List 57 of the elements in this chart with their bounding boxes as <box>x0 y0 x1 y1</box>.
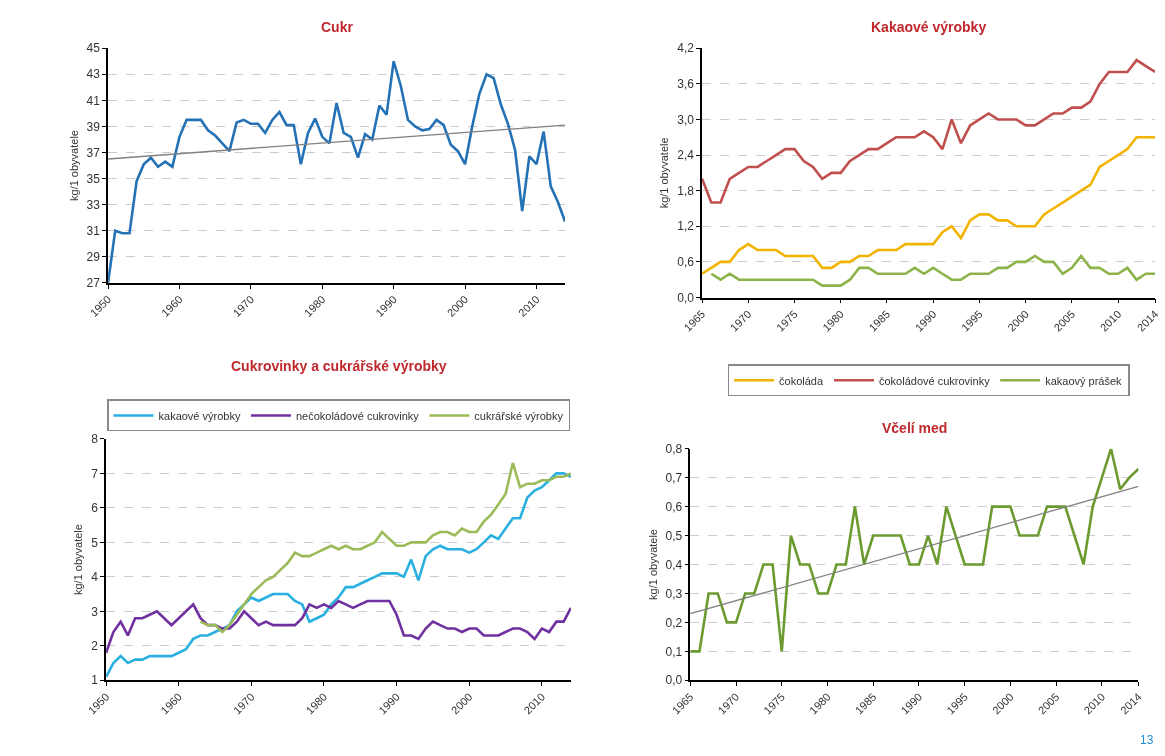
y-tick-label: 7 <box>91 466 99 481</box>
y-tick-label: 4 <box>91 570 99 585</box>
y-tick-label: 0,6 <box>665 499 683 514</box>
y-tick-label: 31 <box>86 223 101 238</box>
y-tick-label: 2 <box>91 639 99 653</box>
line-series <box>106 599 571 654</box>
y-tick-label: 5 <box>91 535 99 550</box>
y-tick-label: 3 <box>91 604 99 619</box>
y-axis-title: kg/1 obyvatele <box>72 524 85 596</box>
y-tick-label: 33 <box>86 197 101 212</box>
y-tick-label: 4,2 <box>677 41 695 56</box>
y-tick-label: 0,4 <box>665 557 683 572</box>
y-tick-label: 0,2 <box>665 615 683 630</box>
y-tick-label: 35 <box>86 171 101 186</box>
y-tick-label: 3,6 <box>677 77 695 92</box>
legend-label: čokoláda <box>779 374 824 387</box>
line-series <box>702 58 1156 204</box>
y-tick-label: 0,8 <box>665 441 683 456</box>
legend-label: cukrářské výrobky <box>474 409 564 422</box>
y-tick-label: 43 <box>86 67 101 82</box>
y-tick-label: 1,8 <box>677 183 695 198</box>
y-tick-label: 37 <box>86 145 101 160</box>
legend-label: kakaový prášek <box>1045 374 1123 387</box>
y-axis-title: kg/1 obyvatele <box>67 130 80 201</box>
y-tick-label: 0,0 <box>665 673 683 688</box>
line-series <box>690 448 1139 653</box>
y-tick-label: 0,1 <box>665 644 683 659</box>
y-tick-label: 39 <box>86 119 101 134</box>
y-tick-label: 1 <box>91 673 99 688</box>
line-series <box>106 472 571 679</box>
y-tick-label: 0,7 <box>665 470 683 485</box>
chart-title: Kakaové výrobky <box>871 19 987 35</box>
chart-title: Včelí med <box>882 420 948 436</box>
chart-title: Cukrovinky a cukrářské výrobky <box>231 358 447 374</box>
y-tick-label: 27 <box>86 275 101 290</box>
y-tick-label: 8 <box>91 432 99 447</box>
y-tick-label: 41 <box>86 93 101 108</box>
y-axis-title: kg/1 obyvatele <box>658 137 671 209</box>
line-series <box>702 135 1156 276</box>
legend-label: nečokoládové cukrovinky <box>295 409 420 422</box>
legend-label: čokoládové cukrovinky <box>878 374 991 387</box>
y-tick-label: 0,3 <box>665 586 683 601</box>
y-tick-label: 3,0 <box>677 112 695 127</box>
y-tick-label: 0,0 <box>677 290 695 305</box>
y-tick-label: 2,4 <box>677 148 695 163</box>
y-tick-label: 1,2 <box>677 219 695 234</box>
line-series <box>199 461 571 634</box>
chart-title: Cukr <box>321 19 354 35</box>
text: 13 <box>1140 733 1154 747</box>
line-series <box>709 254 1156 287</box>
y-axis-title: kg/1 obyvatele <box>646 529 659 600</box>
y-tick-label: 0,6 <box>677 255 695 270</box>
y-tick-label: 29 <box>86 249 101 264</box>
y-tick-label: 0,5 <box>665 528 683 543</box>
legend-label: kakaové výrobky <box>158 409 241 422</box>
y-tick-label: 6 <box>91 501 99 516</box>
y-tick-label: 45 <box>86 41 101 56</box>
